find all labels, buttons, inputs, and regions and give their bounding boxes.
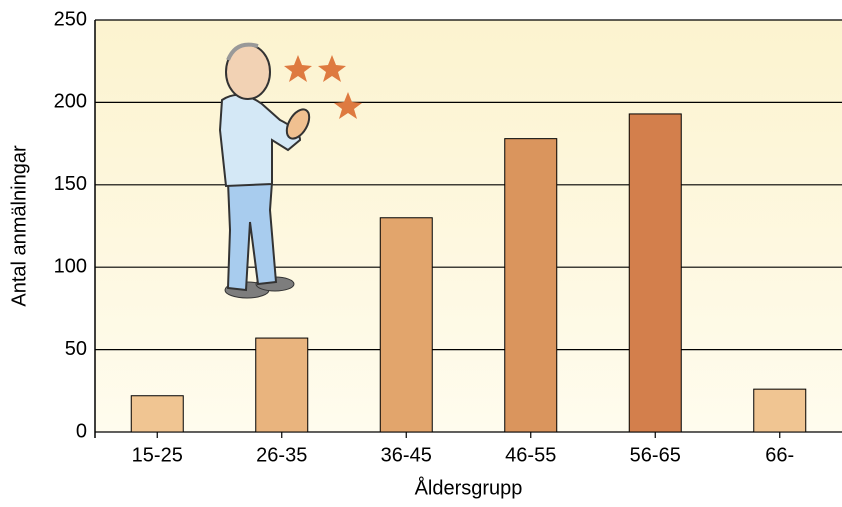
- y-tick-label: 0: [76, 420, 87, 442]
- y-tick-label: 50: [65, 338, 87, 360]
- bar: [753, 388, 807, 433]
- bar: [628, 113, 682, 433]
- y-tick-label: 100: [54, 255, 87, 277]
- plot-area: [95, 20, 842, 432]
- plot-layer: 0 50 100 150 200 250 15-25 26-35 36-45 46-55 56-65…: [8, 8, 842, 499]
- x-tick-label: 56-65: [630, 444, 681, 466]
- y-axis-label: Antal anmälningar: [8, 145, 30, 307]
- x-tick-label: 15-25: [132, 444, 183, 466]
- y-tick-label: 150: [54, 173, 87, 195]
- x-axis-label: Åldersgrupp: [415, 476, 523, 499]
- bar: [379, 217, 433, 433]
- x-tick-label: 46-55: [505, 444, 556, 466]
- x-tick-label: 26-35: [256, 444, 307, 466]
- y-tick-label: 200: [54, 91, 87, 113]
- bar: [255, 337, 309, 433]
- x-tick-label: 66-: [765, 444, 794, 466]
- x-tick-label: 36-45: [381, 444, 432, 466]
- bar: [504, 138, 558, 433]
- illustration: [218, 42, 362, 299]
- bar: [130, 395, 184, 433]
- y-tick-label: 250: [54, 8, 87, 30]
